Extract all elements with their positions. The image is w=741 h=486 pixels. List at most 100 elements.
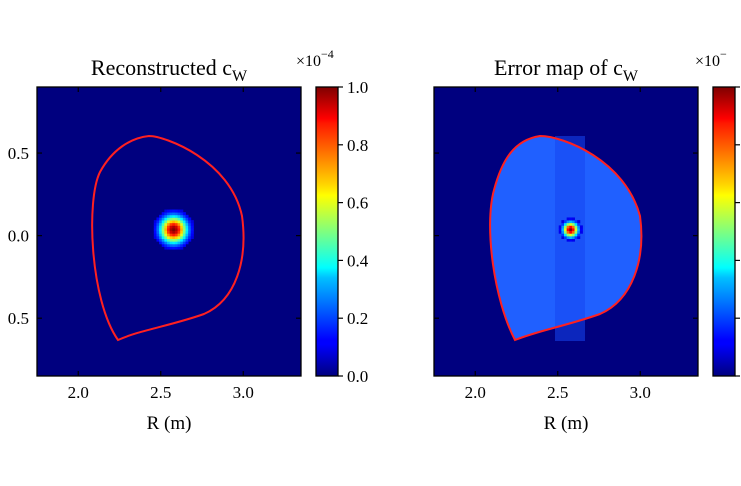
heatmap-cell xyxy=(190,222,194,226)
left-axes-frame xyxy=(36,86,302,377)
heatmap-cell xyxy=(174,238,178,242)
colorbar-tick-label: 0.0 xyxy=(347,367,368,386)
heatmap-cell xyxy=(164,233,168,237)
heatmap-cell xyxy=(164,230,168,234)
heatmap-cell xyxy=(177,238,181,242)
heatmap-cell xyxy=(190,235,194,239)
heatmap-cell xyxy=(569,233,573,237)
heatmap-cell xyxy=(177,220,181,224)
heatmap-cell xyxy=(156,230,160,234)
heatmap-cell xyxy=(174,220,178,224)
heatmap-cell xyxy=(574,225,578,229)
heatmap-cell xyxy=(174,222,178,226)
heatmap-cell xyxy=(566,235,570,239)
heatmap-cell xyxy=(185,238,189,242)
heatmap-cell xyxy=(577,233,581,237)
heatmap-cell xyxy=(156,233,160,237)
heatmap-cell xyxy=(159,217,163,221)
heatmap-cell xyxy=(571,233,575,237)
heatmap-cell xyxy=(180,241,184,245)
heatmap-cell xyxy=(185,241,189,245)
heatmap-cell xyxy=(558,225,562,229)
heatmap-cell xyxy=(185,235,189,239)
heatmap-cell xyxy=(153,235,157,239)
heatmap-cell xyxy=(164,209,168,213)
heatmap-cell xyxy=(182,217,186,221)
heatmap-cell xyxy=(177,222,181,226)
right-panel: Error map of cW 2.0 2.5 3.0 R (m) 000000 ×… xyxy=(433,47,740,434)
heatmap-cell xyxy=(172,214,176,218)
heatmap-cell xyxy=(167,238,171,242)
heatmap-cell xyxy=(167,235,171,239)
heatmap-cell xyxy=(172,209,176,213)
heatmap-cell xyxy=(161,214,165,218)
heatmap-cell xyxy=(190,225,194,229)
heatmap-cell xyxy=(169,238,173,242)
heatmap-cell xyxy=(569,228,573,232)
heatmap-cell xyxy=(574,220,578,224)
heatmap-cell xyxy=(159,225,163,229)
heatmap-cell xyxy=(159,222,163,226)
heatmap-cell xyxy=(174,217,178,221)
heatmap-cell xyxy=(167,214,171,218)
colorbar-tick-label: 1.0 xyxy=(347,78,368,97)
heatmap-cell xyxy=(177,233,181,237)
heatmap-cell xyxy=(164,235,168,239)
heatmap-cell xyxy=(185,214,189,218)
colorbar-tick-label: 0.2 xyxy=(347,309,368,328)
heatmap-cell xyxy=(574,235,578,239)
left-x-axis: 2.0 2.5 3.0 xyxy=(68,87,254,402)
heatmap-cell xyxy=(167,246,171,250)
heatmap-cell xyxy=(164,243,168,247)
heatmap-cell xyxy=(177,214,181,218)
heatmap-cell xyxy=(159,220,163,224)
heatmap-cell xyxy=(153,225,157,229)
heatmap-cell xyxy=(167,222,171,226)
heatmap-cell xyxy=(577,235,581,239)
heatmap-cell xyxy=(180,246,184,250)
heatmap-cell xyxy=(161,241,165,245)
heatmap-cell xyxy=(159,230,163,234)
right-plasma-boundary xyxy=(489,134,643,342)
heatmap-cell xyxy=(564,228,568,232)
heatmap-cell xyxy=(156,220,160,224)
heatmap-cell xyxy=(167,228,171,232)
heatmap-cell xyxy=(577,220,581,224)
heatmap-cell xyxy=(156,235,160,239)
heatmap-cell xyxy=(156,228,160,232)
heatmap-cell xyxy=(169,209,173,213)
heatmap-cell xyxy=(561,230,565,234)
heatmap-cell xyxy=(569,225,573,229)
heatmap-cell xyxy=(169,225,173,229)
heatmap-cell xyxy=(159,235,163,239)
heatmap-cell xyxy=(172,238,176,242)
heatmap-cell xyxy=(569,217,573,221)
heatmap-cell xyxy=(177,228,181,232)
heatmap-cell xyxy=(569,230,573,234)
heatmap-cell xyxy=(185,220,189,224)
right-colorbar-multiplier: ×10− xyxy=(695,47,727,70)
heatmap-cell xyxy=(172,220,176,224)
heatmap-cell xyxy=(161,230,165,234)
heatmap-cell xyxy=(566,230,570,234)
heatmap-cell xyxy=(172,235,176,239)
heatmap-cell xyxy=(180,230,184,234)
left-colorbar-ticks: 0.0 0.2 0.4 0.6 0.8 1.0 xyxy=(338,78,369,386)
heatmap-cell xyxy=(167,243,171,247)
x-tick-label: 2.5 xyxy=(547,383,568,402)
heatmap-cell xyxy=(182,235,186,239)
heatmap-cell xyxy=(174,225,178,229)
left-panel: Reconstructed cW 2.0 2.5 3.0 0.5 0.0 0.5 R (… xyxy=(8,47,369,434)
heatmap-cell xyxy=(164,220,168,224)
y-tick-label: 0.5 xyxy=(8,309,29,328)
heatmap-cell xyxy=(558,228,562,232)
heatmap-cell xyxy=(564,220,568,224)
left-plasma-boundary xyxy=(91,134,245,342)
heatmap-cell xyxy=(571,238,575,242)
heatmap-cell xyxy=(180,228,184,232)
heatmap-cell xyxy=(180,243,184,247)
right-x-axis: 2.0 2.5 3.0 xyxy=(434,87,698,402)
right-axes-frame xyxy=(433,86,699,377)
heatmap-cell xyxy=(177,209,181,213)
heatmap-cell xyxy=(161,238,165,242)
